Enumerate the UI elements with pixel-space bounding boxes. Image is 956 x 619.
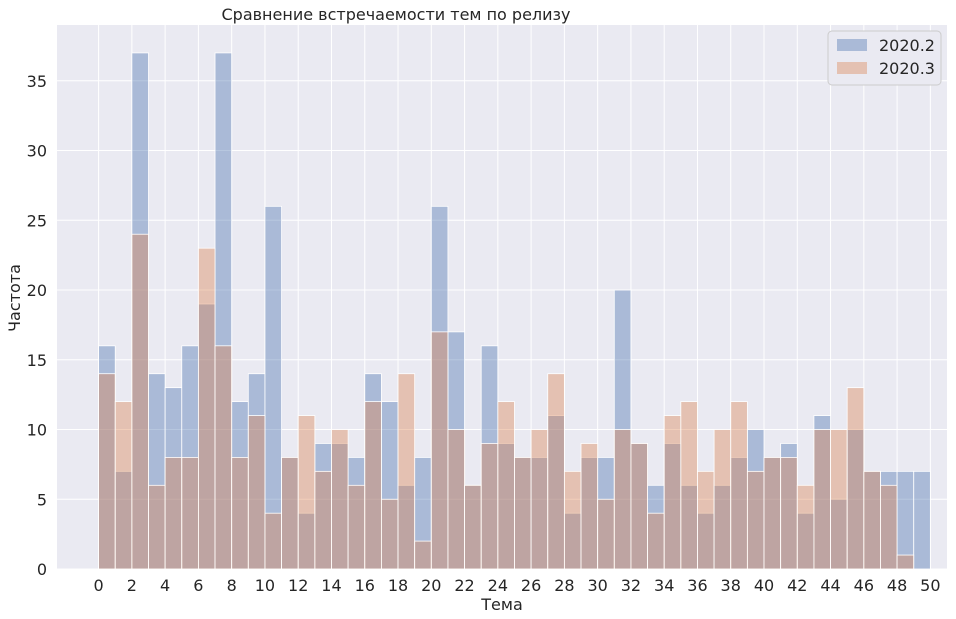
bar-series-2 [713, 429, 732, 570]
legend-swatch-series-1 [837, 39, 867, 51]
bar-series-2 [331, 429, 349, 570]
legend: 2020.2 2020.3 [827, 30, 942, 86]
bar-series-2 [530, 429, 549, 570]
bar-series-2 [181, 457, 199, 570]
x-tick-label: 46 [854, 576, 874, 595]
x-tick-label: 48 [887, 576, 907, 595]
bar-series-2 [813, 429, 831, 570]
y-tick-label: 15 [27, 351, 47, 370]
bar-series-2 [247, 415, 266, 570]
x-tick-label: 16 [355, 576, 375, 595]
x-tick-label: 28 [554, 576, 574, 595]
bar-series-2 [314, 470, 332, 570]
y-tick-label: 25 [27, 211, 47, 230]
bar-series-2 [613, 429, 632, 570]
x-tick-label: 12 [288, 576, 308, 595]
x-tick-label: 34 [654, 576, 674, 595]
x-tick-label: 40 [754, 576, 774, 595]
x-axis-label: Тема [480, 595, 523, 614]
bar-series-2 [214, 345, 233, 570]
y-tick-label: 35 [27, 72, 47, 91]
x-tick-label: 50 [920, 576, 940, 595]
bar-series-1 [913, 470, 931, 570]
bar-series-2 [480, 443, 499, 570]
bar-series-2 [746, 470, 765, 570]
x-tick-label: 2 [127, 576, 137, 595]
bar-series-2 [380, 498, 399, 570]
bar-series-2 [297, 415, 316, 570]
x-tick-label: 6 [193, 576, 203, 595]
bar-series-2 [397, 373, 416, 570]
x-tick-label: 8 [227, 576, 237, 595]
tick-labels: 0 2 4 6 8 10 12 14 16 18 20 22 24 26 28 30 32 34 36 38 40 42 4… [27, 72, 941, 595]
chart-title: Сравнение встречаемости тем по релизу [221, 5, 570, 24]
bar-series-1 [896, 470, 915, 570]
bar-series-2 [430, 331, 449, 570]
bar-series-2 [98, 373, 116, 570]
y-tick-label: 0 [37, 560, 47, 579]
legend-label-series-2: 2020.3 [879, 59, 935, 78]
y-tick-label: 10 [27, 421, 47, 440]
legend-box [827, 30, 942, 86]
bar-series-2 [830, 429, 848, 570]
bar-series-2 [663, 415, 682, 570]
bar-series-2 [863, 470, 881, 570]
x-tick-label: 44 [820, 576, 840, 595]
bar-series-2 [563, 470, 582, 570]
bar-series-2 [597, 498, 615, 570]
legend-swatch-series-2 [837, 62, 867, 74]
bar-series-2 [114, 401, 133, 570]
x-tick-label: 0 [93, 576, 103, 595]
y-tick-label: 30 [27, 142, 47, 161]
histogram-bars [98, 52, 931, 570]
x-tick-label: 22 [454, 576, 474, 595]
y-tick-label: 5 [37, 490, 47, 509]
bar-series-2 [281, 457, 299, 570]
y-axis-label: Частота [5, 264, 24, 332]
bar-series-2 [198, 247, 216, 570]
x-tick-label: 18 [388, 576, 408, 595]
bar-series-2 [880, 484, 898, 570]
bar-series-2 [148, 484, 166, 570]
bar-series-2 [697, 470, 715, 570]
bar-series-2 [264, 512, 282, 570]
bar-series-2 [796, 484, 815, 570]
x-tick-label: 24 [488, 576, 508, 595]
x-tick-label: 32 [621, 576, 641, 595]
bar-series-2 [730, 401, 748, 570]
x-tick-label: 38 [721, 576, 741, 595]
x-tick-label: 14 [321, 576, 341, 595]
bar-series-2 [846, 387, 865, 570]
bar-series-2 [780, 457, 798, 570]
bar-series-2 [763, 457, 782, 570]
bar-series-2 [497, 401, 515, 570]
bar-series-2 [164, 457, 183, 570]
bar-series-2 [514, 457, 532, 570]
bar-series-2 [364, 401, 382, 570]
bar-series-2 [680, 401, 698, 570]
bar-series-2 [414, 540, 432, 570]
bar-series-2 [647, 512, 665, 570]
x-tick-label: 30 [587, 576, 607, 595]
y-tick-label: 20 [27, 281, 47, 300]
bar-series-2 [231, 457, 249, 570]
bar-series-2 [896, 554, 915, 570]
bar-series-2 [447, 429, 465, 570]
plot-background [57, 25, 947, 569]
bar-series-2 [464, 484, 482, 570]
x-tick-label: 10 [255, 576, 275, 595]
x-tick-label: 42 [787, 576, 807, 595]
x-tick-label: 4 [160, 576, 170, 595]
bar-series-2 [347, 484, 366, 570]
x-tick-label: 20 [421, 576, 441, 595]
legend-label-series-1: 2020.2 [879, 36, 935, 55]
bar-series-2 [630, 443, 648, 570]
bar-series-2 [547, 373, 565, 570]
x-tick-label: 26 [521, 576, 541, 595]
x-tick-label: 36 [687, 576, 707, 595]
bar-series-2 [131, 233, 149, 570]
bar-series-2 [580, 443, 599, 570]
